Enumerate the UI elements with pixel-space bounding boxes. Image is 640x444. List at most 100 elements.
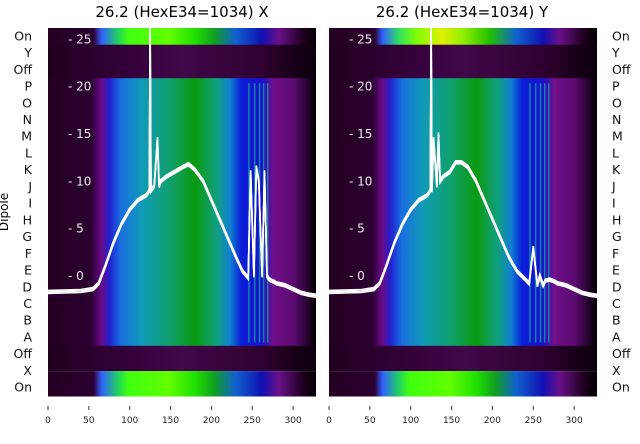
heatmap-row [48, 212, 316, 230]
inner-ytick-label: - 20 [349, 80, 372, 94]
heatmap-row [48, 371, 316, 380]
row-label: Y [611, 45, 620, 60]
inner-ytick-label: - 10 [349, 174, 372, 188]
heatmap-row [48, 61, 316, 79]
inner-ytick-label: - 0 [349, 269, 365, 283]
inner-ytick-label: - 5 [68, 222, 84, 236]
streak [547, 83, 550, 343]
inner-ytick-label: - 0 [68, 269, 84, 283]
xtick-label: 150 [162, 416, 179, 426]
row-label: C [612, 296, 621, 311]
streak [539, 83, 542, 343]
row-label: O [22, 95, 32, 110]
streak [529, 83, 531, 343]
heatmap-row [329, 295, 597, 313]
inner-ytick-label: - 25 [68, 32, 91, 46]
y-axis-label: Dipole [0, 193, 11, 231]
series-line [328, 25, 598, 297]
series-line [47, 25, 317, 297]
heatmap-row [329, 245, 597, 263]
row-label: C [23, 296, 32, 311]
row-label: F [612, 246, 619, 261]
row-label: X [612, 363, 621, 378]
inner-ytick-label: - 15 [68, 127, 91, 141]
heatmap-row [48, 262, 316, 280]
row-label: L [25, 145, 32, 160]
heatmap-row [48, 345, 316, 364]
row-label: A [612, 329, 621, 344]
heatmap-row [329, 228, 597, 246]
xtick-label: 50 [83, 416, 95, 426]
heatmap-row [48, 145, 316, 163]
row-label: H [612, 212, 621, 227]
row-label: Off [612, 346, 631, 361]
xtick-label: 0 [45, 416, 51, 426]
row-label: G [612, 229, 622, 244]
row-label: On [14, 380, 32, 395]
row-label: D [22, 279, 32, 294]
xtick-label: 150 [443, 416, 460, 426]
heatmap-row [329, 362, 597, 372]
row-label: E [24, 263, 32, 278]
row-label: B [612, 313, 621, 328]
row-label: P [612, 79, 620, 94]
heatmap-row [329, 329, 597, 347]
heatmap-row [329, 44, 597, 62]
row-label: On [612, 380, 630, 395]
heatmap-row [329, 371, 597, 380]
inner-ytick-label: - 5 [349, 222, 365, 236]
chart-title-y: 26.2 (HexE34=1034) Y [376, 3, 549, 21]
xtick-label: 250 [244, 416, 261, 426]
heatmap-row [329, 195, 597, 213]
row-label: Off [14, 62, 33, 77]
row-label: B [23, 313, 32, 328]
heatmap-row [48, 245, 316, 263]
heatmap-row [329, 94, 597, 113]
xtick-label: 50 [364, 416, 376, 426]
xtick-label: 250 [525, 416, 542, 426]
inner-ytick-label: - 15 [349, 127, 372, 141]
row-label: K [24, 162, 33, 177]
series-line [328, 26, 598, 299]
row-label: D [612, 279, 622, 294]
xtick-label: 300 [566, 416, 583, 426]
heatmap-row [48, 44, 316, 62]
streak [534, 83, 537, 343]
heatmap-row [329, 28, 597, 46]
chart-title-x: 26.2 (HexE34=1034) X [95, 3, 268, 21]
heatmap-row [329, 212, 597, 230]
heatmap-row [329, 262, 597, 280]
streak [543, 83, 546, 343]
xtick-label: 200 [203, 416, 220, 426]
xtick-label: 100 [402, 416, 419, 426]
streak [266, 83, 269, 343]
row-label: On [612, 28, 630, 43]
heatmap-row [329, 379, 597, 397]
row-label: N [23, 112, 32, 127]
xtick-label: 300 [285, 416, 302, 426]
row-label: E [612, 263, 620, 278]
heatmap-row [329, 312, 597, 330]
heatmap-row [48, 329, 316, 347]
row-label: O [612, 95, 622, 110]
row-label: Y [23, 45, 32, 60]
heatmap-row [48, 295, 316, 313]
inner-ytick-label: - 10 [68, 174, 91, 188]
heatmap-row [48, 94, 316, 113]
row-label: P [24, 79, 32, 94]
row-label: A [23, 329, 32, 344]
row-label: Off [14, 346, 33, 361]
row-label: Off [612, 62, 631, 77]
series-line [328, 23, 598, 296]
xtick-label: 0 [326, 416, 332, 426]
row-label: N [612, 112, 621, 127]
heatmap-row [329, 145, 597, 163]
inner-ytick-label: - 20 [68, 80, 91, 94]
heatmap-row [48, 228, 316, 246]
row-label: G [22, 229, 32, 244]
series-line [47, 23, 317, 296]
row-label: M [612, 129, 623, 144]
